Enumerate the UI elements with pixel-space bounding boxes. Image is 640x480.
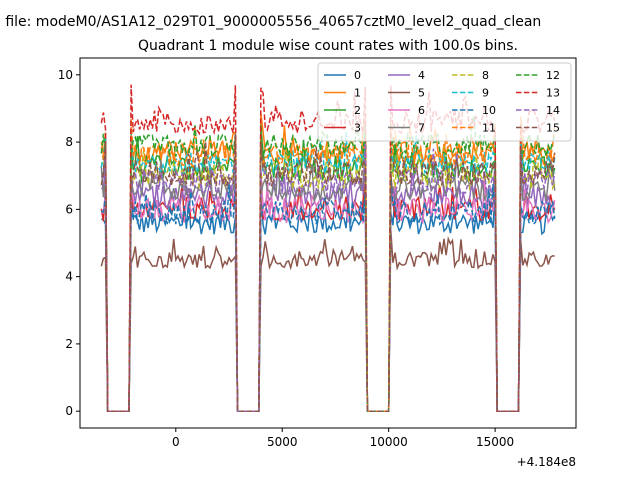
series-line-12 — [100, 115, 556, 412]
y-tick-label: 0 — [65, 404, 73, 418]
series-line-9 — [100, 129, 556, 412]
y-tick-label: 4 — [65, 270, 73, 284]
series-line-10 — [100, 176, 556, 412]
y-tick-label: 2 — [65, 337, 73, 351]
x-tick-label: 0 — [172, 435, 180, 449]
legend-label: 8 — [482, 69, 489, 82]
series-line-0 — [101, 188, 556, 412]
legend-label: 14 — [546, 104, 560, 117]
series-line-11 — [100, 116, 556, 412]
x-offset-label: +4.184e8 — [517, 455, 576, 469]
chart-title: Quadrant 1 module wise count rates with … — [138, 38, 518, 54]
legend-label: 4 — [418, 69, 425, 82]
legend-label: 1 — [354, 87, 361, 100]
legend-label: 3 — [354, 122, 361, 135]
legend-label: 0 — [354, 69, 361, 82]
legend-box — [317, 62, 572, 142]
x-axis: 0 5000 10000 15000 — [172, 428, 514, 449]
plot-frame — [79, 57, 577, 429]
x-tick-label: 5000 — [267, 435, 298, 449]
legend-label: 2 — [354, 104, 361, 117]
legend-label: 15 — [546, 122, 560, 135]
series-line-7 — [100, 150, 556, 412]
y-tick-label: 6 — [65, 202, 73, 216]
legend-label: 11 — [482, 122, 496, 135]
legend-label: 12 — [546, 69, 560, 82]
x-tick-label: 15000 — [476, 435, 514, 449]
legend-label: 10 — [482, 104, 496, 117]
figure-suptitle: n file: modeM0/AS1A12_029T01_9000005556_… — [0, 14, 541, 30]
y-tick-label: 10 — [58, 68, 73, 82]
y-tick-label: 8 — [65, 135, 73, 149]
x-tick-label: 10000 — [370, 435, 408, 449]
legend-label: 6 — [418, 104, 425, 117]
series-line-5 — [100, 229, 555, 412]
series-line-4 — [101, 159, 556, 412]
series-line-15 — [100, 133, 556, 412]
legend-label: 5 — [418, 87, 425, 100]
legend-label: 9 — [482, 87, 489, 100]
legend-label: 7 — [418, 122, 425, 135]
legend-label: 13 — [546, 87, 560, 100]
y-axis: 0 2 4 6 8 10 — [58, 68, 80, 418]
series-line-6 — [101, 173, 556, 412]
series-line-14 — [100, 142, 556, 412]
